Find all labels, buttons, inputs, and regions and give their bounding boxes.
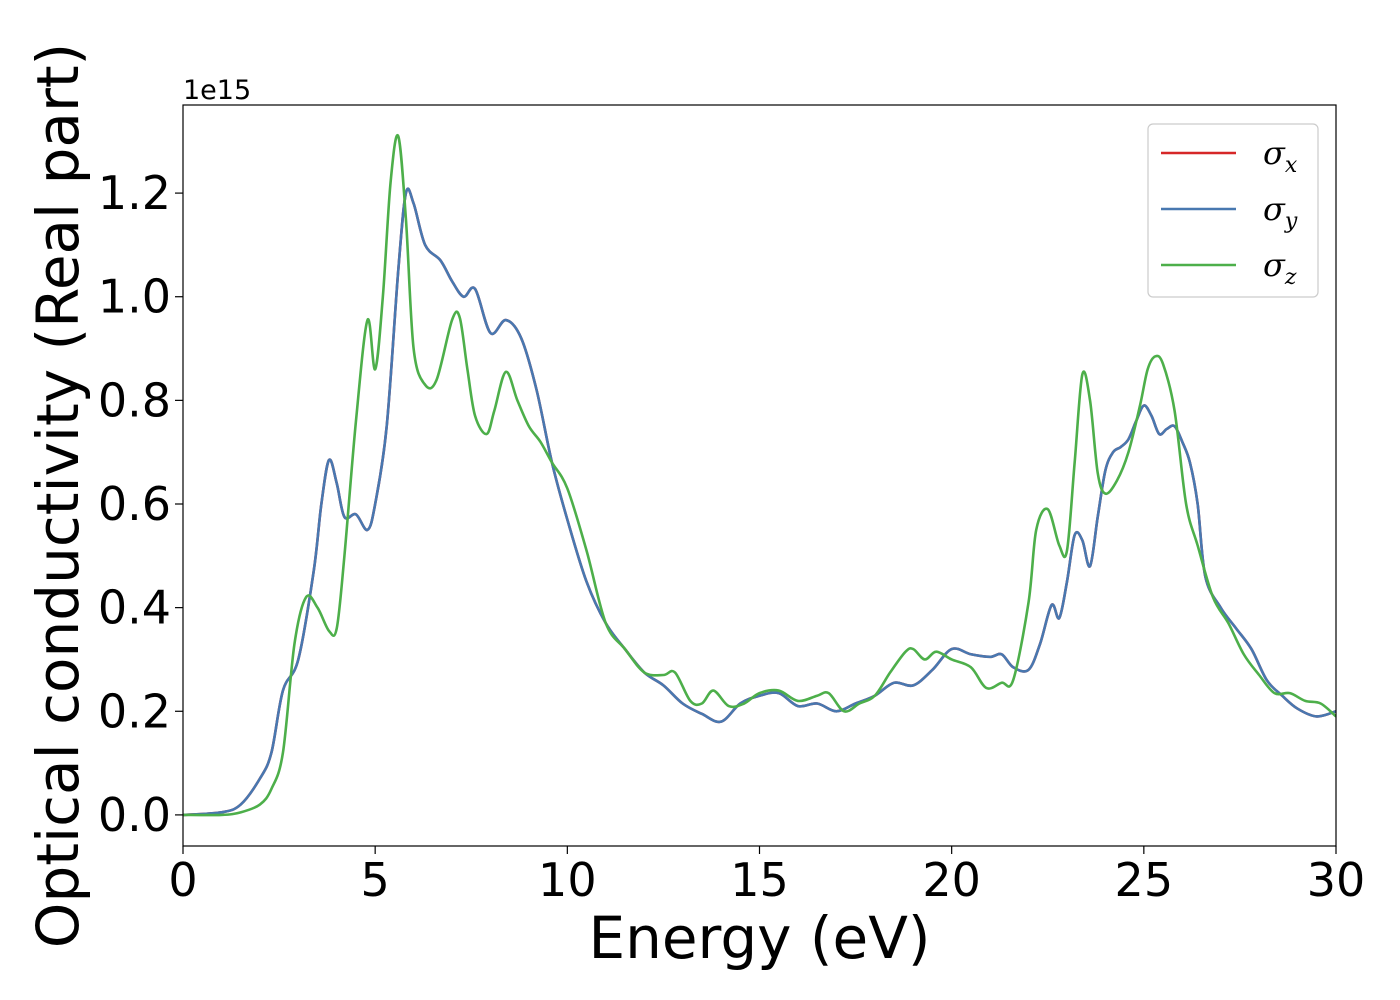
x-tick-label: 20 <box>922 853 981 907</box>
x-axis-title: Energy (eV) <box>588 904 930 972</box>
y-tick-label: 0.4 <box>98 581 171 635</box>
x-tick-label: 10 <box>538 853 597 907</box>
x-tick-label: 15 <box>730 853 789 907</box>
y-offset-label: 1e15 <box>183 75 251 106</box>
y-axis-title: Optical conductivity (Real part) <box>24 43 92 948</box>
legend-label-y: σy <box>1263 190 1298 234</box>
legend-label-x: σx <box>1263 134 1298 178</box>
y-tick-label: 0.0 <box>98 788 171 842</box>
y-tick-label: 1.0 <box>98 270 171 324</box>
y-tick-label: 0.8 <box>98 373 171 427</box>
y-tick-label: 1.2 <box>98 166 171 220</box>
x-tick-label: 30 <box>1307 853 1366 907</box>
x-tick-label: 0 <box>168 853 197 907</box>
y-tick-label: 0.6 <box>98 477 171 531</box>
y-tick-label: 0.2 <box>98 684 171 738</box>
legend: σx σy σz <box>1147 123 1319 298</box>
x-tick-label: 5 <box>361 853 390 907</box>
x-tick-label: 25 <box>1115 853 1174 907</box>
series-line-z <box>183 133 1336 817</box>
legend-label-z: σz <box>1263 246 1297 290</box>
x-axis-ticks: 0 5 10 15 20 25 30 <box>168 846 1365 907</box>
series-layer <box>183 133 1336 817</box>
series-line-y <box>183 187 1336 817</box>
y-axis-ticks: 0.0 0.2 0.4 0.6 0.8 1.0 1.2 <box>98 166 183 842</box>
legend-box <box>1147 123 1319 298</box>
